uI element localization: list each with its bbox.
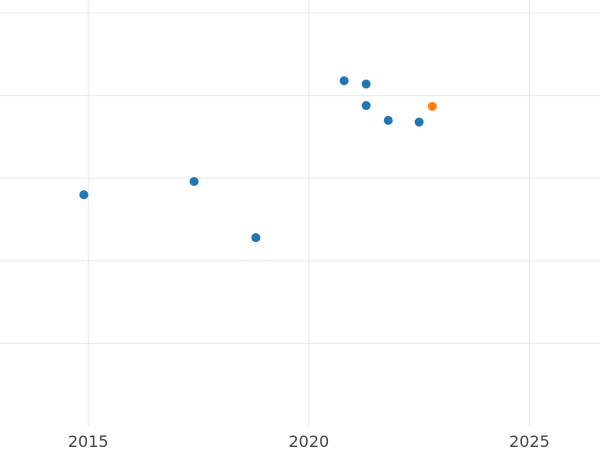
- x-gridlines: [87, 0, 530, 426]
- x-tick-label: 2025: [509, 432, 550, 450]
- data-point: [427, 101, 437, 111]
- data-point: [414, 117, 424, 127]
- data-point: [361, 101, 371, 111]
- x-axis-tick-labels: 2015 2020 2025: [68, 432, 550, 450]
- data-point: [339, 76, 349, 86]
- y-gridlines: [0, 12, 600, 344]
- x-tick-label: 2015: [68, 432, 109, 450]
- x-tick-label: 2020: [288, 432, 329, 450]
- data-point: [251, 233, 261, 243]
- data-point: [361, 79, 371, 89]
- data-points: [79, 76, 437, 243]
- data-point: [79, 190, 89, 200]
- data-point: [383, 115, 393, 125]
- data-point: [189, 177, 199, 187]
